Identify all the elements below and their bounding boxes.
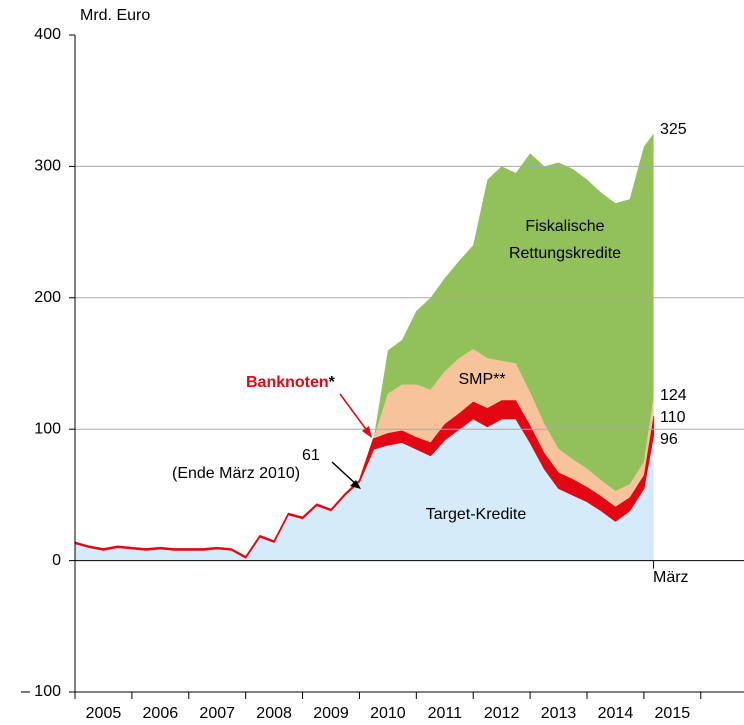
annotation: März: [653, 569, 689, 586]
banknoten-label: Banknoten*: [246, 374, 336, 391]
y-axis-label: Mrd. Euro: [80, 7, 150, 24]
arrow: [339, 393, 369, 433]
banknoten-star: *: [329, 374, 336, 391]
x-tick-label: 2014: [598, 705, 634, 722]
area: [74, 399, 655, 559]
areas: [74, 133, 655, 561]
series-label: SMP**: [458, 371, 505, 388]
annotation: 325: [660, 121, 687, 138]
annotation: 124: [660, 387, 687, 404]
x-tick-label: 2012: [484, 705, 520, 722]
x-tick-label: 2010: [370, 705, 406, 722]
arrow: [331, 461, 358, 486]
x-tick-label: 2011: [428, 705, 463, 722]
y-tick-label: 200: [34, 289, 61, 306]
arrow-head: [362, 426, 372, 438]
x-tick-label: 2006: [143, 705, 179, 722]
y-tick-label: 0: [52, 552, 61, 569]
area: [75, 133, 654, 557]
annotation: 61: [302, 447, 320, 464]
y-tick-label: – 100: [21, 683, 61, 700]
x-tick-label: 2005: [86, 705, 122, 722]
series-label: Fiskalische: [525, 218, 604, 235]
x-tick-label: 2015: [655, 705, 691, 722]
banknoten-text: Banknoten: [246, 374, 329, 391]
y-tick-label: 300: [34, 158, 61, 175]
x-tick-label: 2009: [313, 705, 349, 722]
y-tick-label: 400: [34, 26, 61, 43]
annotation: 110: [660, 409, 686, 426]
y-tick-label: 100: [34, 420, 61, 437]
series-label: Target-Kredite: [426, 506, 527, 523]
series-label: Rettungskredite: [509, 245, 621, 262]
annotation: 96: [660, 431, 678, 448]
x-tick-label: 2008: [256, 705, 292, 722]
axes: – 100 0 100 200 300 400 2005 2006 2007 2008 2009 20…: [21, 26, 744, 722]
annotation: (Ende März 2010): [172, 465, 300, 482]
x-tick-label: 2007: [199, 705, 235, 722]
x-tick-label: 2013: [541, 705, 577, 722]
area: [75, 418, 654, 561]
arrow-head: [350, 480, 361, 489]
